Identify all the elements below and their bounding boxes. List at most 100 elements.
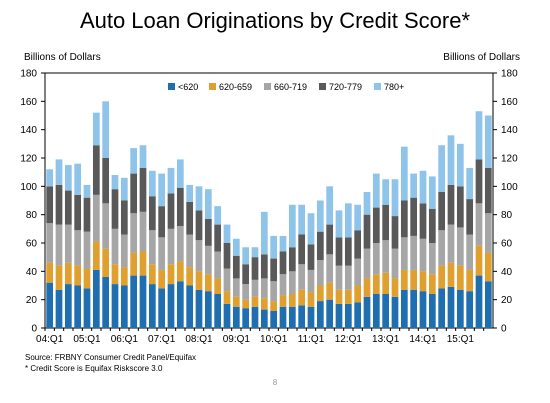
bar-segment — [344, 303, 352, 328]
bar-segment — [64, 190, 72, 225]
bar-segment — [102, 203, 110, 249]
bar-segment — [139, 167, 147, 212]
bar-segment — [288, 204, 296, 248]
bar-segment — [484, 281, 492, 328]
bar-segment — [158, 206, 166, 238]
bar-segment — [223, 291, 231, 304]
bar-segment — [298, 289, 306, 306]
bar-segment — [391, 179, 399, 217]
bar-segment — [298, 264, 306, 290]
bar-segment — [391, 248, 399, 279]
bar-segment — [344, 203, 352, 238]
bar-segment — [419, 291, 427, 328]
legend-swatch — [264, 83, 271, 90]
bar-segment — [354, 258, 362, 286]
bar-segment — [279, 295, 287, 307]
bar-segment — [148, 284, 156, 328]
bar-segment — [363, 296, 371, 328]
bar-segment — [447, 135, 455, 185]
bar-segment — [74, 230, 82, 266]
right-axis-unit-label: Billions of Dollars — [443, 52, 520, 63]
bar-segment — [410, 235, 418, 270]
bar-segment — [111, 284, 119, 328]
bar-segment — [251, 279, 259, 297]
y-tick-label-left: 20 — [26, 295, 38, 306]
bar-segment — [111, 228, 119, 265]
bar-segment — [130, 173, 138, 214]
bar-segment — [466, 234, 474, 270]
y-tick-label-right: 20 — [501, 295, 513, 306]
bar-segment — [158, 173, 166, 207]
legend-swatch — [209, 83, 216, 90]
bar-segment — [428, 176, 436, 209]
bar-segment — [335, 237, 343, 266]
bar-segment — [148, 196, 156, 231]
bar-segment — [419, 271, 427, 292]
bar-segment — [55, 289, 63, 328]
bar-segment — [223, 268, 231, 292]
bar-segment — [46, 186, 54, 224]
bar-segment — [307, 213, 315, 245]
bar-segment — [428, 294, 436, 328]
bar-segment — [354, 230, 362, 259]
y-tick-label-left: 160 — [20, 97, 37, 108]
bar-segment — [372, 173, 380, 208]
bar-segment — [344, 265, 352, 290]
bar-segment — [46, 169, 54, 187]
bar-segment — [120, 285, 128, 328]
bar-segment — [260, 298, 268, 310]
bar-segment — [167, 228, 175, 265]
legend-swatch — [168, 83, 175, 90]
y-tick-label-right: 60 — [501, 239, 513, 250]
bar-segment — [130, 148, 138, 174]
bar-segment — [83, 288, 91, 328]
bar-segment — [195, 289, 203, 328]
bar-segment — [372, 274, 380, 294]
x-tick-label: 04:Q1 — [36, 334, 64, 345]
bar-segment — [223, 224, 231, 243]
bar-segment — [260, 254, 268, 279]
bar-segment — [111, 264, 119, 285]
bar-segment — [382, 240, 390, 273]
bar-segment — [354, 204, 362, 231]
y-tick-label-left: 140 — [20, 125, 37, 136]
x-tick-label: 11:Q1 — [298, 334, 325, 345]
bar-segment — [120, 177, 128, 201]
y-tick-label-right: 160 — [501, 97, 518, 108]
legend-label: 720-779 — [329, 82, 362, 92]
bar-segment — [288, 294, 296, 307]
bar-segment — [335, 210, 343, 238]
bar-segment — [251, 247, 259, 258]
bar-segment — [447, 184, 455, 225]
bar-segment — [298, 204, 306, 235]
bar-segment — [288, 306, 296, 328]
bar-segment — [456, 227, 464, 266]
bar-segment — [176, 159, 184, 188]
bar-segment — [120, 234, 128, 268]
bar-segment — [391, 296, 399, 328]
bar-segment — [176, 226, 184, 262]
bar-segment — [270, 281, 278, 302]
bar-segment — [428, 243, 436, 275]
bar-segment — [242, 299, 250, 309]
bar-segment — [363, 278, 371, 297]
bar-segment — [176, 281, 184, 328]
bar-segment — [298, 234, 306, 265]
bar-segment — [326, 186, 334, 225]
bar-segment — [242, 247, 250, 265]
bar-segment — [102, 248, 110, 277]
bar-segment — [232, 306, 240, 328]
bar-segment — [186, 201, 194, 235]
bar-segment — [363, 248, 371, 279]
bar-segment — [335, 303, 343, 328]
bar-segment — [316, 285, 324, 302]
bar-segment — [288, 271, 296, 294]
y-tick-label-right: 80 — [501, 210, 513, 221]
chart-title: Auto Loan Originations by Credit Score* — [79, 8, 471, 33]
bar-segment — [120, 200, 128, 235]
bar-segment — [288, 247, 296, 272]
bar-segment — [400, 289, 408, 328]
bar-segment — [46, 282, 54, 328]
bar-segment — [270, 258, 278, 282]
bar-segment — [158, 288, 166, 328]
